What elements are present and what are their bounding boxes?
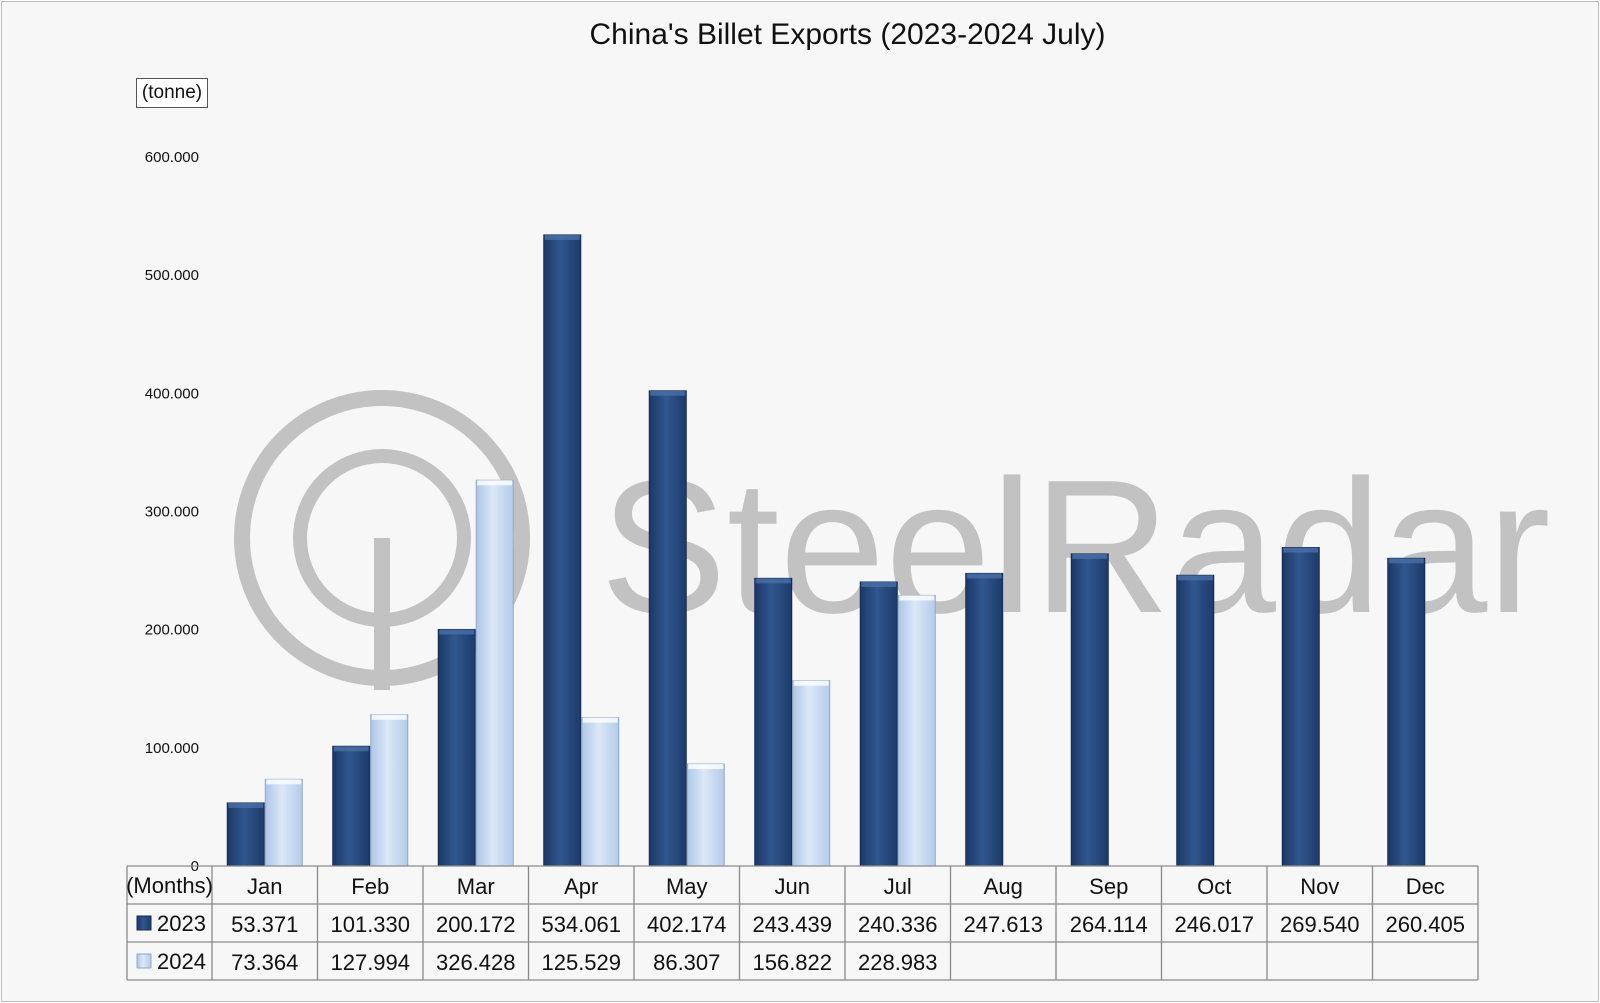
y-tick-label: 400.000 [145, 385, 199, 402]
bar-cap [966, 573, 1002, 579]
legend-swatch-2024 [136, 953, 152, 969]
category-label: May [666, 874, 708, 899]
bar-2023-aug [965, 572, 1004, 867]
bar-cap [650, 390, 686, 396]
y-tick-label: 600.000 [145, 149, 199, 166]
data-label-2023: 534.061 [541, 912, 621, 937]
bar-cap [333, 746, 369, 752]
bar-cap [477, 480, 513, 486]
y-axis-unit-label: (tonne) [136, 78, 208, 108]
bar-2023-may [648, 390, 687, 867]
bar-cap [688, 764, 724, 770]
bar-2023-mar [437, 628, 476, 867]
bar-cap [1177, 575, 1213, 581]
bar-2023-sep [1070, 553, 1109, 867]
category-label: Jan [247, 874, 282, 899]
category-label: Dec [1406, 874, 1445, 899]
bar-cap [439, 629, 475, 635]
bar-2023-oct [1176, 574, 1215, 867]
category-label: Sep [1089, 874, 1128, 899]
x-axis-label: (Months) [126, 873, 213, 898]
bar-2024-jul [897, 594, 936, 867]
bar-cap [755, 578, 791, 584]
data-label-2024: 86.307 [653, 950, 720, 975]
data-label-2023: 243.439 [752, 912, 832, 937]
bar-2023-jul [859, 581, 898, 867]
data-label-2023: 269.540 [1280, 912, 1360, 937]
bar-cap [1283, 547, 1319, 553]
y-axis: 0100.000200.000300.000400.000500.000600.… [145, 149, 199, 875]
bar-2024-jan [264, 778, 303, 867]
data-label-2023: 402.174 [647, 912, 727, 937]
category-label: Nov [1300, 874, 1339, 899]
bar-cap [1072, 553, 1108, 559]
bar-cap [793, 680, 829, 686]
data-label-2024: 125.529 [541, 950, 621, 975]
bar-2023-jan [226, 802, 265, 867]
bar-cap [371, 714, 407, 720]
category-label: Aug [984, 874, 1023, 899]
category-label: Oct [1197, 874, 1231, 899]
legend-label-2024: 2024 [157, 949, 206, 974]
bar-2024-mar [475, 479, 514, 867]
data-label-2023: 240.336 [858, 912, 938, 937]
bar-cap [861, 582, 897, 588]
category-label: Apr [564, 874, 598, 899]
bar-2023-feb [332, 745, 371, 867]
bar-2024-jun [792, 680, 831, 867]
bar-2023-nov [1281, 546, 1320, 867]
bar-cap [544, 234, 580, 240]
data-label-2023: 264.114 [1070, 912, 1148, 937]
data-label-2024: 127.994 [330, 950, 410, 975]
data-label-2024: 73.364 [231, 950, 298, 975]
category-label: Jun [775, 874, 810, 899]
bar-cap [582, 717, 618, 723]
bar-cap [1388, 558, 1424, 564]
bar-cap [266, 779, 302, 785]
bar-2024-feb [370, 714, 409, 867]
data-label-2023: 246.017 [1174, 912, 1254, 937]
legend-swatch-2023 [136, 915, 152, 931]
bar-2024-may [686, 763, 725, 867]
category-label: Jul [884, 874, 912, 899]
data-label-2023: 247.613 [963, 912, 1043, 937]
data-label-2023: 101.330 [330, 912, 410, 937]
category-label: Mar [457, 874, 495, 899]
bar-cap [899, 595, 935, 601]
y-tick-label: 100.000 [145, 740, 199, 757]
data-label-2024: 156.822 [752, 950, 832, 975]
data-label-2024: 228.983 [858, 950, 938, 975]
data-label-2023: 200.172 [436, 912, 516, 937]
data-label-2023: 260.405 [1385, 912, 1465, 937]
data-label-2024: 326.428 [436, 950, 516, 975]
data-label-2023: 53.371 [231, 912, 298, 937]
bars [226, 234, 1426, 867]
y-tick-label: 200.000 [145, 622, 199, 639]
data-table: (Months) Jan Feb Mar Apr May Jun Jul Aug Sep Oct No… [126, 865, 1479, 981]
bar-2023-dec [1387, 557, 1426, 867]
chart-title: China's Billet Exports (2023-2024 July) [589, 18, 1106, 51]
y-tick-label: 500.000 [145, 267, 199, 284]
bar-2023-apr [543, 234, 582, 867]
bar-2023-jun [754, 577, 793, 867]
category-label: Feb [351, 874, 389, 899]
bar-2024-apr [581, 717, 620, 867]
y-tick-label: 300.000 [145, 504, 199, 521]
legend-label-2023: 2023 [157, 911, 206, 936]
bar-cap [228, 802, 264, 808]
